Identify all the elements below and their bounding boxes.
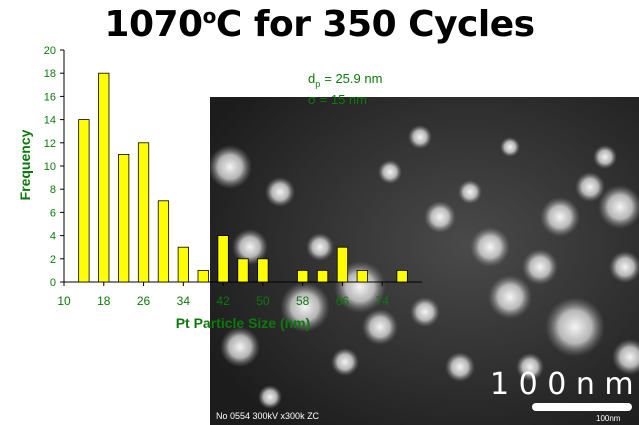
histogram-bar	[396, 269, 408, 283]
histogram-bar	[137, 142, 150, 283]
y-tick-label: 4	[50, 231, 56, 243]
histogram-bar	[177, 246, 189, 283]
particle	[612, 339, 639, 375]
particle	[593, 145, 617, 169]
y-tick-label: 20	[44, 45, 56, 57]
micrograph-info: No 0554 300kV x300k ZC	[216, 411, 320, 421]
histogram-bar	[217, 235, 229, 283]
particle	[575, 172, 605, 202]
particle	[408, 125, 432, 149]
particle	[410, 297, 440, 327]
bars	[78, 72, 408, 283]
dp-subscript: p	[315, 79, 320, 89]
particle	[424, 201, 456, 233]
histogram-bar	[356, 269, 368, 283]
histogram-bar	[316, 269, 329, 283]
particle	[445, 352, 475, 382]
particle	[488, 275, 532, 319]
particle	[609, 251, 639, 283]
x-axis: 10 18 26 34 42 50 58 66 74	[57, 281, 422, 308]
particle	[470, 227, 510, 267]
slide-title: 1070oC for 350 Cycles	[104, 4, 535, 45]
histogram-bar	[237, 258, 249, 283]
particle	[545, 297, 605, 357]
y-tick-label: 10	[44, 161, 56, 173]
particle	[362, 309, 398, 345]
particle	[516, 353, 544, 381]
dp-symbol: d	[308, 71, 315, 86]
y-tick-label: 12	[44, 138, 56, 150]
y-tick-label: 0	[50, 277, 56, 289]
x-tick-label: 74	[376, 294, 390, 308]
histogram-bar	[157, 200, 170, 283]
x-axis-label: Pt Particle Size (nm)	[176, 315, 311, 331]
y-tick-label: 16	[44, 91, 56, 103]
particle	[458, 180, 482, 204]
histogram-bar	[257, 258, 269, 283]
particle	[598, 185, 639, 229]
scale-text: 1 0 0 n m	[490, 367, 634, 402]
x-tick-label: 50	[256, 294, 270, 308]
dp-value: = 25.9 nm	[324, 71, 382, 86]
sigma-annotation: σ = 15 nm	[308, 92, 367, 107]
x-tick-label: 10	[57, 294, 71, 308]
particle	[210, 145, 252, 189]
y-tick-label: 18	[44, 68, 56, 80]
x-tick-label: 58	[296, 294, 310, 308]
x-tick-label: 34	[177, 294, 191, 308]
particle	[306, 233, 334, 261]
particle	[378, 160, 402, 184]
y-axis: 0 2 4 6 8 10 12 14 16 18 20	[44, 45, 65, 289]
particle	[220, 327, 260, 367]
particle	[258, 385, 282, 409]
scale-bar	[532, 403, 632, 411]
y-axis-label: Frequency	[17, 129, 33, 200]
histogram-bar	[98, 72, 110, 283]
stats-annotation: dp = 25.9 nm σ = 15 nm	[308, 71, 382, 107]
scale-small-label: 100nm	[596, 414, 621, 423]
histogram-bar	[297, 269, 309, 283]
histogram-bar	[118, 154, 130, 283]
histogram-bar	[197, 269, 209, 283]
particle	[280, 282, 330, 332]
particle	[232, 229, 268, 265]
particle	[500, 137, 520, 157]
particle	[331, 348, 359, 376]
svg-text:dp= 25.9 nm: dp = 25.9 nm	[308, 71, 382, 89]
y-tick-label: 6	[50, 207, 56, 219]
x-tick-label: 42	[216, 294, 230, 308]
y-tick-label: 2	[50, 254, 56, 266]
x-tick-label: 66	[336, 294, 350, 308]
tem-micrograph: 1 0 0 n m No 0554 300kV x300k ZC 100nm	[210, 97, 639, 425]
y-tick-label: 8	[50, 184, 56, 196]
histogram-bar	[78, 119, 90, 283]
histogram-bar	[336, 246, 349, 283]
particle	[265, 177, 295, 207]
x-tick-label: 26	[137, 294, 151, 308]
x-tick-label: 18	[97, 294, 111, 308]
particle	[522, 249, 558, 285]
y-tick-label: 14	[44, 115, 56, 127]
particle	[540, 197, 580, 237]
histogram-chart: 0 2 4 6 8 10 12 14 16 18 20 10 18 26 34 42 50 58 66 74 Fre…	[17, 45, 422, 331]
